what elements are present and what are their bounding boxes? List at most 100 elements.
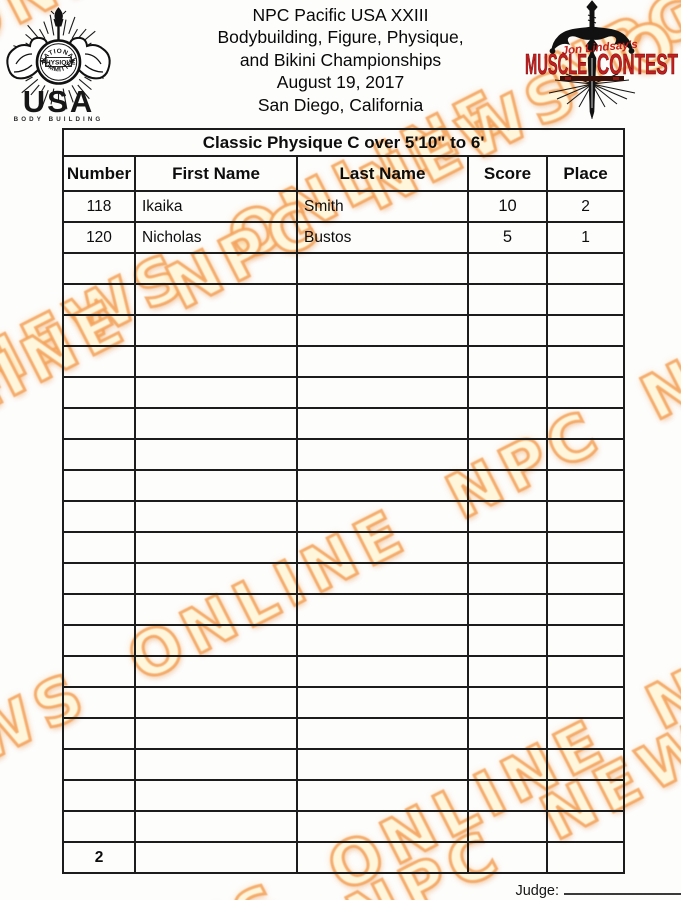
- cell-first-name: [134, 314, 298, 347]
- event-date-line: August 19, 2017: [276, 72, 405, 93]
- cell-place: [545, 562, 626, 595]
- score-sheet: Classic Physique C over 5'10" to 6' Numb…: [61, 128, 626, 874]
- cell-score: [467, 500, 548, 533]
- cell-number: [62, 345, 136, 378]
- table-row: [62, 562, 626, 595]
- cell-score: [467, 283, 548, 316]
- mc-muscle-text: MUSCLE: [525, 49, 587, 81]
- table-row: [62, 748, 626, 781]
- cell-last-name: [296, 314, 469, 347]
- cell-place: [545, 593, 626, 626]
- judge-signature-line: [564, 881, 681, 895]
- table-row: [62, 810, 626, 843]
- cell-last-name: [296, 500, 469, 533]
- npc-bodybuilding-text: BODY BUILDING: [14, 116, 104, 123]
- cell-last-name: [296, 531, 469, 564]
- cell-score: [467, 531, 548, 564]
- cell-number: [62, 717, 136, 750]
- cell-first-name: Ikaika: [134, 190, 298, 223]
- cell-score: [467, 624, 548, 657]
- table-row: [62, 624, 626, 657]
- cell-last-name: [296, 407, 469, 440]
- cell-number: [62, 500, 136, 533]
- judge-signature-area: Judge:: [515, 881, 681, 899]
- cell-last-name: [296, 686, 469, 719]
- cell-number: [62, 469, 136, 502]
- cell-number: [62, 562, 136, 595]
- cell-place: [545, 748, 626, 781]
- score-table: Classic Physique C over 5'10" to 6' Numb…: [61, 128, 626, 874]
- cell-score: [467, 593, 548, 626]
- cell-first-name: [134, 655, 298, 688]
- npc-circle-mid-text: PHYSIQUE: [41, 60, 76, 67]
- cell-last-name: [296, 562, 469, 595]
- event-title-line: and Bikini Championships: [239, 49, 442, 70]
- class-title: Classic Physique C over 5'10" to 6': [61, 128, 626, 157]
- cell-score: [467, 686, 548, 719]
- judge-label: Judge:: [515, 883, 559, 899]
- cell-place: [545, 624, 626, 657]
- cell-place: [545, 686, 626, 719]
- cell-number: [62, 376, 136, 409]
- cell-place: [545, 407, 626, 440]
- table-row: [62, 345, 626, 378]
- table-row: [62, 500, 626, 533]
- cell-score: [467, 841, 548, 874]
- cell-score: [467, 748, 548, 781]
- cell-first-name: [134, 376, 298, 409]
- event-header: NPC Pacific USA XXIII Bodybuilding, Figu…: [120, 4, 561, 116]
- cell-score: [467, 407, 548, 440]
- table-header-row: Number First Name Last Name Score Place: [62, 155, 626, 192]
- cell-place: [545, 376, 626, 409]
- cell-last-name: [296, 748, 469, 781]
- cell-first-name: [134, 562, 298, 595]
- npc-usa-logo: NATIONAL PHYSIQUE COMMITTEE USA BODY BUI…: [6, 7, 111, 123]
- cell-score: [467, 810, 548, 843]
- cell-place: [545, 469, 626, 502]
- table-row: [62, 438, 626, 471]
- table-row: [62, 407, 626, 440]
- cell-first-name: [134, 624, 298, 657]
- col-header-score: Score: [467, 155, 548, 192]
- cell-number: [62, 283, 136, 316]
- col-header-place: Place: [545, 155, 626, 192]
- torch-icon: [50, 7, 67, 40]
- cell-last-name: [296, 376, 469, 409]
- table-row: [62, 717, 626, 750]
- cell-last-name: [296, 779, 469, 812]
- cell-last-name: [296, 810, 469, 843]
- event-location-line: San Diego, California: [257, 94, 424, 115]
- cell-first-name: [134, 810, 298, 843]
- cell-score: [467, 717, 548, 750]
- class-title-row: Classic Physique C over 5'10" to 6': [61, 128, 626, 157]
- cell-first-name: Nicholas: [134, 221, 298, 254]
- muscle-contest-logo: Jon Lindsay's MUSCLE CONTEST: [525, 0, 678, 120]
- cell-number: [62, 655, 136, 688]
- cell-place: 1: [545, 221, 626, 254]
- cell-last-name: Bustos: [296, 221, 469, 254]
- cell-last-name: [296, 593, 469, 626]
- cell-place: [545, 345, 626, 378]
- table-body: 118 Ikaika Smith 10 2 120 Nicholas Bustos 5 1 2: [62, 190, 626, 874]
- table-row: [62, 779, 626, 812]
- cell-first-name: [134, 469, 298, 502]
- cell-first-name: [134, 438, 298, 471]
- cell-place: [545, 438, 626, 471]
- cell-last-name: [296, 438, 469, 471]
- table-row: [62, 314, 626, 347]
- total-row: 2: [62, 841, 626, 874]
- cell-score: 10: [467, 190, 548, 223]
- cell-score: [467, 469, 548, 502]
- cell-number: [62, 686, 136, 719]
- cell-first-name: [134, 717, 298, 750]
- cell-place: [545, 531, 626, 564]
- cell-score: [467, 438, 548, 471]
- table-row: [62, 252, 626, 285]
- cell-place: [545, 810, 626, 843]
- cell-place: [545, 779, 626, 812]
- cell-number: [62, 624, 136, 657]
- cell-last-name: [296, 252, 469, 285]
- table-row: [62, 686, 626, 719]
- mc-contest-text: CONTEST: [597, 49, 678, 81]
- mc-crossbar: [560, 76, 624, 81]
